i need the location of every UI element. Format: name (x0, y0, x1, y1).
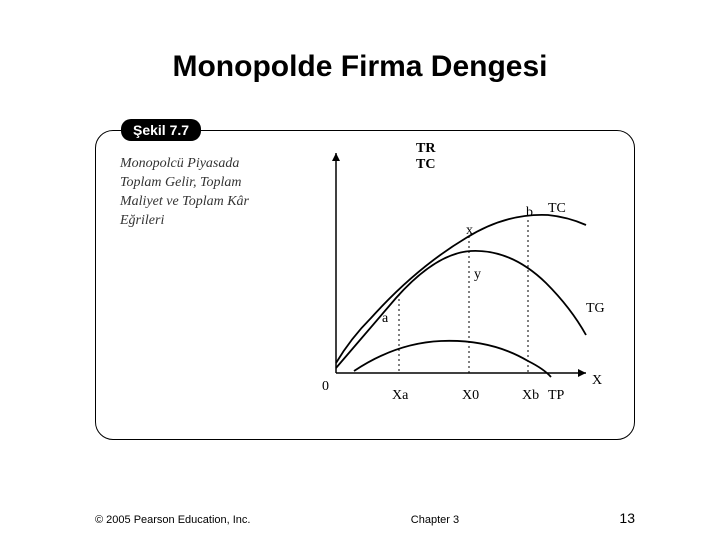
tc-label: TC (548, 201, 566, 217)
footer: © 2005 Pearson Education, Inc. Chapter 3… (95, 510, 635, 526)
chart-svg (296, 143, 616, 433)
figure-caption: Monopolcü Piyasada Toplam Gelir, Toplam … (120, 155, 270, 231)
copyright-text: © 2005 Pearson Education, Inc. (95, 514, 250, 526)
origin-label: 0 (322, 379, 329, 395)
y-label-tr: TR (416, 141, 435, 157)
point-y-label: y (474, 267, 481, 283)
tp-label: TP (548, 388, 564, 404)
tp-curve (354, 341, 551, 377)
figure-badge: Şekil 7.7 (121, 119, 201, 141)
xtick-0: X0 (462, 388, 479, 404)
y-label-tc: TC (416, 157, 435, 173)
x-axis-label: X (592, 373, 602, 389)
y-axis-arrow (332, 153, 340, 161)
xtick-a: Xa (392, 388, 408, 404)
page-number: 13 (619, 510, 635, 526)
figure-container: Şekil 7.7 Monopolcü Piyasada Toplam Geli… (95, 130, 635, 440)
tg-label: TG (586, 301, 605, 317)
xtick-b: Xb (522, 388, 539, 404)
point-x-label: x (466, 223, 473, 239)
chart-area: TR TC TC TG TP a x y b 0 X Xa X0 Xb (296, 143, 616, 433)
x-axis-arrow (578, 369, 586, 377)
chapter-text: Chapter 3 (411, 514, 459, 526)
page-title: Monopolde Firma Dengesi (0, 50, 720, 84)
point-b-label: b (526, 205, 533, 221)
tg-curve (336, 251, 586, 368)
point-a-label: a (382, 311, 388, 327)
